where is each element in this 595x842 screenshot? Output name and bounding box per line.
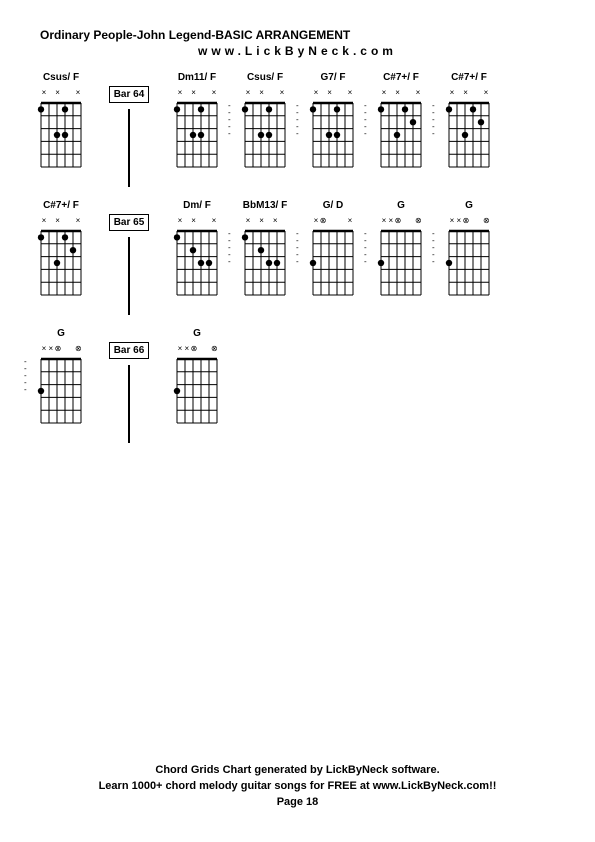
- bar-label: Bar 64: [109, 86, 150, 103]
- footer-line-2: Learn 1000+ chord melody guitar songs fo…: [0, 778, 595, 794]
- bar-line: [128, 237, 130, 315]
- beat-dashes: - - - - -: [296, 230, 302, 265]
- chord-diagram: BbM13/ F×××- - - - -: [234, 200, 296, 299]
- bar-marker: Bar 64: [98, 72, 160, 187]
- chord-row: C#7+/ F×××Bar 65Dm/ F×××BbM13/ F×××- - -…: [30, 200, 500, 315]
- beat-dashes: - - - - -: [24, 358, 30, 393]
- chord-name: G: [465, 200, 473, 214]
- chord-grid: ×××: [169, 88, 225, 171]
- chord-diagram: C#7+/ F ×××: [30, 200, 92, 299]
- footer-line-1: Chord Grids Chart generated by LickByNec…: [0, 762, 595, 778]
- chord-name: C#7+/ F: [451, 72, 487, 86]
- footer: Chord Grids Chart generated by LickByNec…: [0, 762, 595, 810]
- chord-diagram: G7/ F×××- - - - -: [302, 72, 364, 171]
- chord-diagram: G/ D×⊗×- - - - -: [302, 200, 364, 299]
- bar-label: Bar 66: [109, 342, 150, 359]
- chord-grid: ××⊗⊗: [441, 216, 497, 299]
- bar-line: [128, 365, 130, 443]
- chord-grid: ××⊗⊗: [169, 344, 225, 427]
- footer-page: Page 18: [0, 794, 595, 810]
- chord-diagram: Csus/ F ×××: [30, 72, 92, 171]
- chord-grid: ××⊗⊗: [373, 216, 429, 299]
- chord-diagram: G ××⊗⊗: [166, 328, 228, 427]
- chord-diagram: C#7+/ F×××- - - - -: [438, 72, 500, 171]
- subtitle: www.LickByNeck.com: [0, 44, 595, 58]
- chord-row: Csus/ F×××Bar 64Dm11/ F×××Csus/ F×××- - …: [30, 72, 500, 187]
- page-title: Ordinary People-John Legend-BASIC ARRANG…: [40, 28, 350, 42]
- chord-diagram: Dm11/ F ×××: [166, 72, 228, 171]
- bar-line: [128, 109, 130, 187]
- chord-grid: ××⊗⊗: [33, 344, 89, 427]
- chord-diagram: G××⊗⊗- - - - -: [370, 200, 432, 299]
- beat-dashes: - - - - -: [364, 230, 370, 265]
- chord-name: G/ D: [323, 200, 344, 214]
- chord-name: Csus/ F: [43, 72, 79, 86]
- chord-name: G: [57, 328, 65, 342]
- beat-dashes: - - - - -: [432, 230, 438, 265]
- chord-name: C#7+/ F: [383, 72, 419, 86]
- chord-name: BbM13/ F: [243, 200, 287, 214]
- chord-grid: ×××: [33, 216, 89, 299]
- chord-name: G7/ F: [320, 72, 345, 86]
- chord-grid: ×××: [169, 216, 225, 299]
- chord-diagram: C#7+/ F×××- - - - -: [370, 72, 432, 171]
- chord-name: Dm/ F: [183, 200, 211, 214]
- chord-name: G: [193, 328, 201, 342]
- chord-row: G××⊗⊗- - - - -Bar 66G××⊗⊗: [30, 328, 228, 443]
- chord-grid: ×××: [305, 88, 361, 171]
- beat-dashes: - - - - -: [296, 102, 302, 137]
- chord-diagram: Dm/ F ×××: [166, 200, 228, 299]
- chord-name: Dm11/ F: [178, 72, 216, 86]
- chord-name: Csus/ F: [247, 72, 283, 86]
- chord-diagram: G××⊗⊗- - - - -: [30, 328, 92, 427]
- beat-dashes: - - - - -: [228, 102, 234, 137]
- chord-grid: ×××: [237, 216, 293, 299]
- bar-label: Bar 65: [109, 214, 150, 231]
- chord-grid: ×××: [373, 88, 429, 171]
- beat-dashes: - - - - -: [228, 230, 234, 265]
- chord-grid: ×⊗×: [305, 216, 361, 299]
- chord-grid: ×××: [33, 88, 89, 171]
- bar-marker: Bar 66: [98, 328, 160, 443]
- chord-diagram: Csus/ F×××- - - - -: [234, 72, 296, 171]
- chord-grid: ×××: [441, 88, 497, 171]
- chord-grid: ×××: [237, 88, 293, 171]
- chord-diagram: G××⊗⊗- - - - -: [438, 200, 500, 299]
- beat-dashes: - - - - -: [432, 102, 438, 137]
- bar-marker: Bar 65: [98, 200, 160, 315]
- beat-dashes: - - - - -: [364, 102, 370, 137]
- chord-name: G: [397, 200, 405, 214]
- chord-name: C#7+/ F: [43, 200, 79, 214]
